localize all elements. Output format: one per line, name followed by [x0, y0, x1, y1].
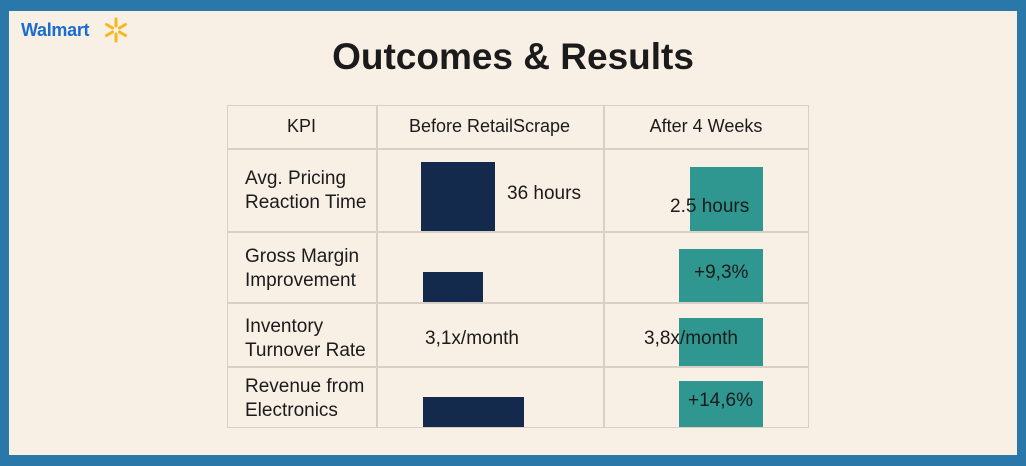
- walmart-spark-icon: [105, 17, 127, 43]
- before-bar: [423, 272, 483, 302]
- kpi-line: Gross Margin: [245, 246, 360, 267]
- kpi-label: Inventory Turnover Rate: [245, 315, 366, 363]
- after-bar: [690, 167, 763, 231]
- after-value: 2.5 hours: [670, 196, 750, 217]
- kpi-line: Reaction Time: [245, 192, 367, 213]
- before-value: 3,1x/month: [425, 328, 519, 349]
- header-after: After 4 Weeks: [649, 116, 763, 136]
- kpi-line: Electronics: [245, 400, 338, 421]
- row-divider: [227, 148, 809, 150]
- row-divider: [227, 231, 809, 233]
- row-divider: [227, 366, 809, 368]
- after-value: +9,3%: [694, 262, 749, 283]
- header-kpi: KPI: [286, 116, 316, 136]
- walmart-logo: Walmart: [21, 20, 90, 40]
- background-panel: [9, 11, 1017, 455]
- kpi-line: Turnover Rate: [245, 340, 366, 361]
- after-bar: [679, 318, 763, 366]
- column-divider: [376, 105, 378, 428]
- column-divider: [603, 105, 605, 428]
- header-before: Before RetailScrape: [408, 116, 571, 136]
- kpi-line: Revenue from: [245, 376, 365, 397]
- kpi-label: Avg. Pricing Reaction Time: [245, 167, 366, 215]
- page-title: Outcomes & Results: [332, 36, 694, 77]
- after-value: +14,6%: [688, 390, 753, 411]
- after-bar: [679, 249, 763, 302]
- kpi-label: Gross Margin Improvement: [245, 245, 359, 293]
- row-divider: [227, 302, 809, 304]
- kpi-label: Revenue from Electronics: [245, 375, 364, 423]
- after-value: 3,8x/month: [644, 328, 738, 349]
- before-bar: [421, 162, 495, 231]
- kpi-line: Avg. Pricing: [245, 168, 347, 189]
- kpi-line: Inventory: [245, 316, 324, 337]
- before-bar: [423, 397, 524, 427]
- before-value: 36 hours: [507, 183, 581, 204]
- kpi-line: Improvement: [245, 270, 356, 291]
- after-bar: [679, 381, 763, 427]
- table-border: [227, 105, 809, 428]
